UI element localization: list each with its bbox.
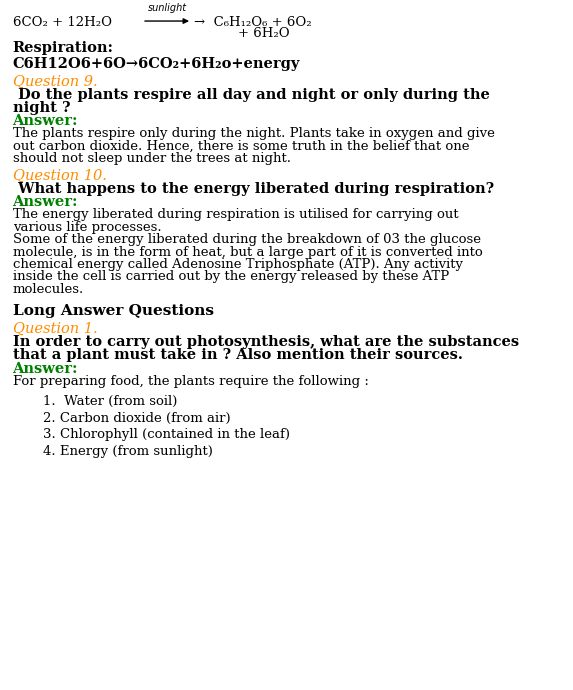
Text: 4. Energy (from sunlight): 4. Energy (from sunlight): [43, 445, 213, 458]
Text: 2. Carbon dioxide (from air): 2. Carbon dioxide (from air): [43, 412, 230, 425]
Text: Respiration:: Respiration:: [13, 41, 113, 55]
Text: sunlight: sunlight: [147, 3, 187, 13]
Text: Question 9.: Question 9.: [13, 75, 97, 88]
Text: Long Answer Questions: Long Answer Questions: [13, 304, 214, 317]
Text: 6CO₂ + 12H₂O: 6CO₂ + 12H₂O: [13, 16, 112, 29]
Text: →  C₆H₁₂O₆ + 6O₂: → C₆H₁₂O₆ + 6O₂: [194, 16, 311, 29]
Text: Some of the energy liberated during the breakdown of 03 the glucose: Some of the energy liberated during the …: [13, 233, 481, 246]
Text: For preparing food, the plants require the following :: For preparing food, the plants require t…: [13, 375, 368, 388]
Text: Question 10.: Question 10.: [13, 169, 107, 183]
Text: Answer:: Answer:: [13, 362, 78, 375]
Text: Answer:: Answer:: [13, 114, 78, 128]
Text: 3. Chlorophyll (contained in the leaf): 3. Chlorophyll (contained in the leaf): [43, 428, 290, 442]
Text: In order to carry out photosynthesis, what are the substances: In order to carry out photosynthesis, wh…: [13, 335, 519, 349]
Text: inside the cell is carried out by the energy released by these ATP: inside the cell is carried out by the en…: [13, 270, 449, 284]
Text: various life processes.: various life processes.: [13, 221, 161, 234]
Text: Question 1.: Question 1.: [13, 322, 97, 336]
Text: 1.  Water (from soil): 1. Water (from soil): [43, 395, 178, 408]
Text: out carbon dioxide. Hence, there is some truth in the belief that one: out carbon dioxide. Hence, there is some…: [13, 139, 469, 152]
Text: Answer:: Answer:: [13, 195, 78, 209]
Text: night ?: night ?: [13, 101, 70, 115]
Text: The plants respire only during the night. Plants take in oxygen and give: The plants respire only during the night…: [13, 127, 494, 140]
Text: Do the plants respire all day and night or only during the: Do the plants respire all day and night …: [13, 88, 489, 101]
Text: that a plant must take in ? Also mention their sources.: that a plant must take in ? Also mention…: [13, 348, 462, 362]
Text: molecules.: molecules.: [13, 283, 84, 296]
Text: C6H12O6+6O→6CO₂+6H₂o+energy: C6H12O6+6O→6CO₂+6H₂o+energy: [13, 57, 300, 71]
Text: should not sleep under the trees at night.: should not sleep under the trees at nigh…: [13, 152, 291, 165]
Text: What happens to the energy liberated during respiration?: What happens to the energy liberated dur…: [13, 182, 494, 196]
Text: chemical energy called Adenosine Triphosphate (ATP). Any activity: chemical energy called Adenosine Triphos…: [13, 258, 462, 271]
Text: + 6H₂O: + 6H₂O: [238, 27, 289, 40]
Text: molecule, is in the form of heat, but a large part of it is converted into: molecule, is in the form of heat, but a …: [13, 246, 482, 259]
Text: The energy liberated during respiration is utilised for carrying out: The energy liberated during respiration …: [13, 208, 458, 221]
